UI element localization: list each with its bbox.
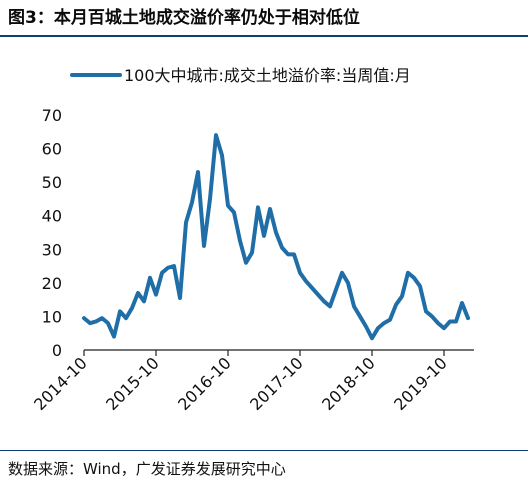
x-tick-label: 2015-10 (102, 353, 163, 414)
legend: 100大中城市:成交土地溢价率:当周值:月 (70, 66, 411, 85)
y-tick-label: 50 (42, 173, 62, 192)
x-tick-label: 2018-10 (318, 353, 379, 414)
x-tick-label: 2016-10 (174, 353, 235, 414)
y-tick-label: 60 (42, 140, 62, 159)
source-note: 数据来源：Wind，广发证券发展研究中心 (8, 460, 286, 478)
legend-label: 100大中城市:成交土地溢价率:当周值:月 (124, 66, 411, 85)
line-chart: 100大中城市:成交土地溢价率:当周值:月 0 10 20 30 40 50 60 70 20… (30, 66, 474, 414)
plot-area (82, 133, 470, 341)
y-tick-label: 30 (42, 240, 62, 259)
y-tick-label: 70 (42, 106, 62, 125)
x-tick-label: 2014-10 (30, 353, 91, 414)
y-tick-label: 0 (52, 341, 62, 360)
y-tick-label: 40 (42, 207, 62, 226)
x-tick-label: 2017-10 (246, 353, 307, 414)
y-axis: 0 10 20 30 40 50 60 70 (42, 106, 62, 360)
y-tick-label: 10 (42, 307, 62, 326)
series-line (82, 133, 470, 341)
chart-title: 图3：本月百城土地成交溢价率仍处于相对低位 (8, 8, 360, 28)
y-tick-label: 20 (42, 274, 62, 293)
title-divider (0, 35, 528, 37)
footer-divider (0, 450, 528, 451)
x-axis: 2014-10 2015-10 2016-10 2017-10 2018-10 2019-… (30, 349, 474, 414)
x-tick-label: 2019-10 (390, 353, 451, 414)
